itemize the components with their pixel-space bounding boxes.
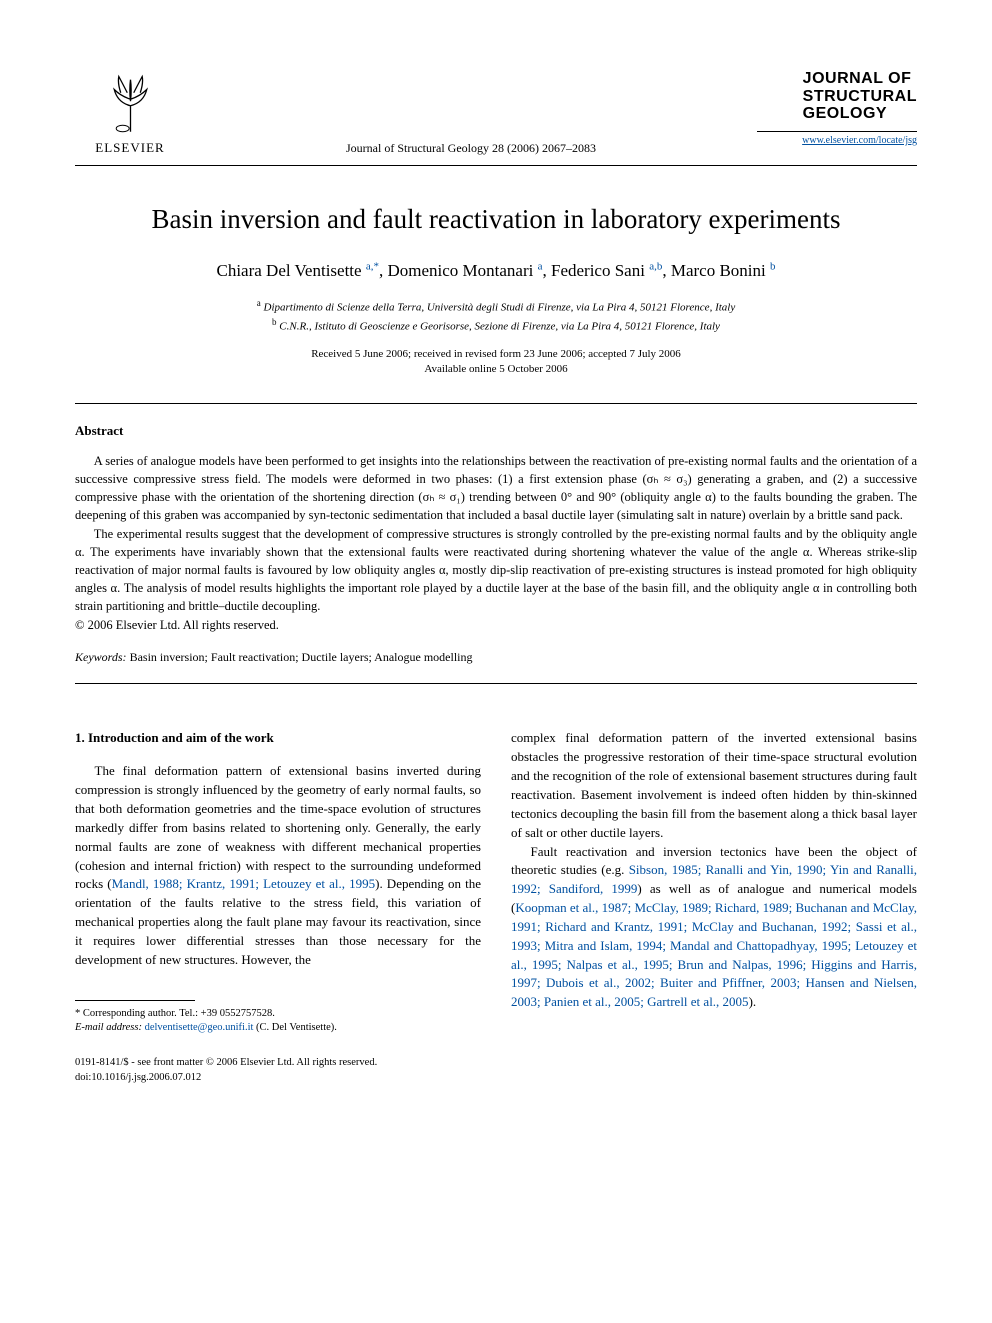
left-column: 1. Introduction and aim of the work The … [75,729,481,1085]
abstract-paragraph: The experimental results suggest that th… [75,525,917,616]
copyright-line: © 2006 Elsevier Ltd. All rights reserved… [75,617,917,635]
article-dates: Received 5 June 2006; received in revise… [75,347,917,378]
author-name: Federico Sani [551,261,649,280]
publisher-block: ELSEVIER [75,70,185,157]
abstract-body: A series of analogue models have been pe… [75,452,917,615]
divider [75,683,917,684]
journal-url-link[interactable]: www.elsevier.com/locate/jsg [802,134,917,148]
divider [757,131,917,132]
journal-logo-block: JOURNAL OF STRUCTURAL GEOLOGY www.elsevi… [757,70,917,148]
affiliations: a Dipartimento di Scienze della Terra, U… [75,297,917,335]
keywords: Keywords: Basin inversion; Fault reactiv… [75,649,917,666]
journal-logo-line: JOURNAL OF [803,70,917,88]
author-affiliation-sup[interactable]: a,b [649,260,662,272]
journal-citation: Journal of Structural Geology 28 (2006) … [185,70,757,157]
footnote-email-link[interactable]: delventisette@geo.unifi.it [145,1022,254,1033]
page-header: ELSEVIER Journal of Structural Geology 2… [75,70,917,157]
footnote-email-line: E-mail address: delventisette@geo.unifi.… [75,1021,481,1036]
journal-logo-line: GEOLOGY [803,105,917,123]
author-name: Marco Bonini [671,261,770,280]
corresponding-footnote: * Corresponding author. Tel.: +39 055275… [75,1007,481,1036]
keywords-label: Keywords: [75,650,130,664]
body-paragraph: Fault reactivation and inversion tectoni… [511,843,917,1013]
author-sep: , [662,261,671,280]
publisher-name: ELSEVIER [95,139,164,157]
author-list: Chiara Del Ventisette a,*, Domenico Mont… [75,259,917,283]
keywords-text: Basin inversion; Fault reactivation; Duc… [130,650,473,664]
footnote-tel: * Corresponding author. Tel.: +39 055275… [75,1007,481,1022]
abstract-paragraph: A series of analogue models have been pe… [75,452,917,525]
section-heading: 1. Introduction and aim of the work [75,729,481,748]
abstract-heading: Abstract [75,422,917,440]
body-text: The final deformation pattern of extensi… [75,763,481,891]
footer-issn: 0191-8141/$ - see front matter © 2006 El… [75,1056,481,1071]
dates-received: Received 5 June 2006; received in revise… [75,347,917,362]
citation-link[interactable]: Koopman et al., 1987; McClay, 1989; Rich… [511,900,917,1009]
citation-link[interactable]: Mandl, 1988; Krantz, 1991; Letouzey et a… [112,876,376,891]
author-name: Chiara Del Ventisette [216,261,365,280]
affiliation-text: C.N.R., Istituto di Geoscienze e Georiso… [277,321,720,333]
article-title: Basin inversion and fault reactivation i… [75,201,917,239]
divider [75,165,917,166]
footnote-email-tail: (C. Del Ventisette). [253,1022,337,1033]
body-paragraph: complex final deformation pattern of the… [511,729,917,842]
divider [75,403,917,404]
author-affiliation-sup[interactable]: b [770,260,776,272]
footer-doi: doi:10.1016/j.jsg.2006.07.012 [75,1071,481,1086]
body-paragraph: The final deformation pattern of extensi… [75,762,481,969]
affiliation-line: b C.N.R., Istituto di Geoscienze e Geori… [75,316,917,335]
footnote-email-label: E-mail address: [75,1022,145,1033]
author-name: Domenico Montanari [387,261,537,280]
journal-logo-text: JOURNAL OF STRUCTURAL GEOLOGY [803,70,917,123]
affiliation-text: Dipartimento di Scienze della Terra, Uni… [261,301,735,313]
footer-meta: 0191-8141/$ - see front matter © 2006 El… [75,1056,481,1085]
dates-online: Available online 5 October 2006 [75,362,917,377]
elsevier-tree-icon [98,70,163,135]
affiliation-line: a Dipartimento di Scienze della Terra, U… [75,297,917,316]
right-column: complex final deformation pattern of the… [511,729,917,1085]
footnote-rule [75,1000,195,1001]
body-text: ). [749,994,757,1009]
author-sep: , [543,261,552,280]
body-columns: 1. Introduction and aim of the work The … [75,729,917,1085]
journal-logo-line: STRUCTURAL [803,88,917,106]
